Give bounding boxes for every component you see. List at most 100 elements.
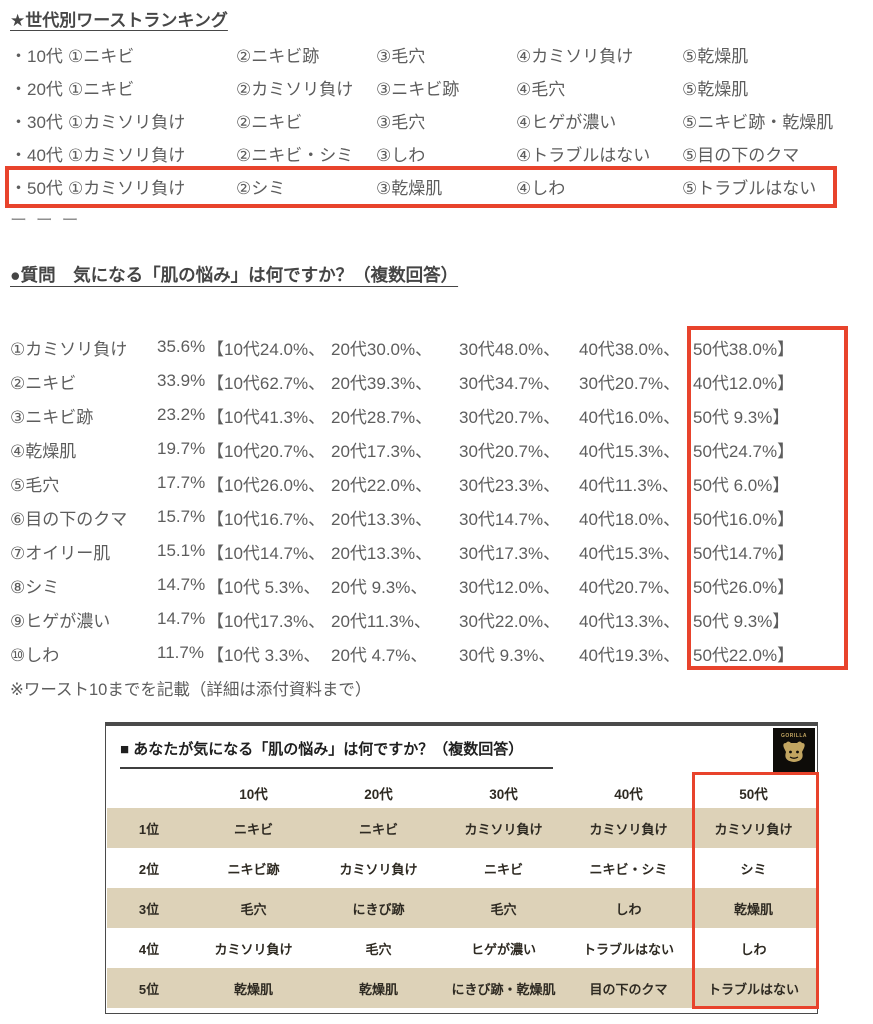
rank-3: ③しわ (376, 146, 426, 165)
table-cell: にきび跡 (316, 888, 441, 928)
rank-4: ④ヒゲが濃い (516, 113, 617, 132)
table-cell: カミソリ負け (566, 808, 691, 848)
rank-3: ③毛穴 (376, 113, 426, 132)
pct-10s: 【10代62.7%、 (207, 373, 326, 393)
item-label: ④乾燥肌 (10, 441, 77, 461)
pct-20s: 20代17.3%、 (331, 441, 433, 461)
pct-40s: 40代18.0%、 (579, 509, 681, 529)
rank-2: ②カミソリ負け (236, 80, 354, 99)
rank-2: ②ニキビ跡 (236, 47, 320, 66)
gorilla-icon (783, 741, 805, 762)
pct-50s: 50代16.0%】 (693, 509, 795, 529)
item-label: ⑧シミ (10, 577, 60, 597)
pct-40s: 40代13.3%、 (579, 611, 681, 631)
pct-20s: 20代11.3%、 (331, 611, 431, 631)
total-percent: 35.6% (157, 337, 206, 356)
pct-20s: 20代 9.3%、 (331, 577, 428, 597)
total-percent: 11.7% (157, 643, 204, 662)
age-label: ・20代 (10, 80, 63, 99)
item-label: ①カミソリ負け (10, 339, 128, 359)
total-percent: 33.9% (157, 371, 206, 390)
rank-1: ①ニキビ (68, 80, 135, 99)
survey-row: ⑧シミ 14.7% 【10代 5.3%、 20代 9.3%、 30代12.0%、 40代2… (10, 568, 860, 602)
table-cell: しわ (566, 888, 691, 928)
rank-4: ④毛穴 (516, 80, 566, 99)
pct-10s: 【10代16.7%、 (207, 509, 326, 529)
table-cell: トラブルはない (582, 941, 674, 957)
item-label: ⑨ヒゲが濃い (10, 611, 111, 631)
total-percent: 17.7% (157, 473, 206, 492)
rank-3: ③ニキビ跡 (376, 80, 460, 99)
table-cell: にきび跡・乾燥肌 (441, 968, 566, 1008)
row-header-rank5: 5位 (107, 968, 191, 1008)
table-cell: ニキビ跡 (227, 861, 280, 877)
total-percent: 19.7% (157, 439, 206, 458)
pct-30s: 30代 9.3%、 (459, 645, 556, 665)
table-cell: 乾燥肌 (191, 968, 316, 1008)
survey-row: ⑥目の下のクマ 15.7% 【10代16.7%、 20代13.3%、 30代14.7%、… (10, 500, 860, 534)
pct-30s: 30代20.7%、 (459, 441, 561, 461)
survey-row: ⑨ヒゲが濃い 14.7% 【10代17.3%、 20代11.3%、 30代22.0%、 4… (10, 602, 860, 636)
pct-40s: 40代16.0%、 (579, 407, 681, 427)
ranking-row-40s: ・40代 ①カミソリ負け ②ニキビ・シミ ③しわ ④トラブルはない ⑤目の下のクマ (10, 137, 855, 170)
table-cell: カミソリ負け (214, 941, 293, 957)
table-cell: 目の下のクマ (566, 968, 691, 1008)
footnote: ※ワースト10までを記載（詳細は添付資料まで） (10, 681, 372, 699)
rank-2: ②シミ (236, 179, 286, 198)
row-header-rank4: 4位 (138, 941, 160, 957)
survey-row: ⑤毛穴 17.7% 【10代26.0%、 20代22.0%、 30代23.3%、 40代1… (10, 466, 860, 500)
survey-row: ⑦オイリー肌 15.1% 【10代14.7%、 20代13.3%、 30代17.3%、 4… (10, 534, 860, 568)
pct-10s: 【10代 5.3%、 (207, 577, 321, 597)
table-cell: トラブルはない (691, 968, 816, 1008)
table-cell: シミ (740, 861, 767, 877)
total-percent: 15.1% (157, 541, 206, 560)
item-label: ⑩しわ (10, 645, 60, 665)
pct-50s: 50代 6.0%】 (693, 475, 790, 495)
col-header-20s: 20代 (364, 787, 393, 802)
survey-row: ④乾燥肌 19.7% 【10代20.7%、 20代17.3%、 30代20.7%、 40代… (10, 432, 860, 466)
pct-20s: 20代28.7%、 (331, 407, 433, 427)
survey-row: ⑩しわ 11.7% 【10代 3.3%、 20代 4.7%、 30代 9.3%、 40代1… (10, 636, 860, 670)
rank-1: ①カミソリ負け (68, 179, 186, 198)
pct-50s: 50代38.0%】 (693, 339, 795, 359)
pct-50s: 50代22.0%】 (693, 645, 795, 665)
rank-2: ②ニキビ (236, 113, 303, 132)
table-cell: ニキビ (191, 808, 316, 848)
table-title: ■ あなたが気になる「肌の悩み」は何ですか？（複数回答） (120, 738, 554, 769)
pct-10s: 【10代20.7%、 (207, 441, 326, 461)
pct-40s: 40代20.7%、 (579, 577, 681, 597)
pct-20s: 20代13.3%、 (331, 509, 433, 529)
table-cell: 毛穴 (365, 941, 392, 957)
logo-wordmark: GORILLA (781, 733, 807, 739)
total-percent: 14.7% (157, 609, 206, 628)
pct-20s: 20代30.0%、 (331, 339, 433, 359)
pct-50s: 50代 9.3%】 (693, 407, 790, 427)
pct-20s: 20代22.0%、 (331, 475, 433, 495)
survey-row: ③ニキビ跡 23.2% 【10代41.3%、 20代28.7%、 30代20.7%、 40… (10, 398, 860, 432)
rank-5: ⑤目の下のクマ (682, 146, 800, 165)
pct-50s: 40代12.0%】 (693, 373, 795, 393)
ranking-row-10s: ・10代 ①ニキビ ②ニキビ跡 ③毛穴 ④カミソリ負け ⑤乾燥肌 (10, 38, 855, 71)
pct-50s: 50代24.7%】 (693, 441, 795, 461)
generation-ranking-list: ・10代 ①ニキビ ②ニキビ跡 ③毛穴 ④カミソリ負け ⑤乾燥肌 ・20代 ①ニキビ ②カミソ… (10, 38, 855, 203)
rank-5: ⑤ニキビ跡・乾燥肌 (682, 113, 834, 132)
pct-30s: 30代20.7%、 (459, 407, 561, 427)
pct-10s: 【10代 3.3%、 (207, 645, 321, 665)
total-percent: 15.7% (157, 507, 206, 526)
table-cell: カミソリ負け (441, 808, 566, 848)
item-label: ⑦オイリー肌 (10, 543, 111, 563)
pct-40s: 40代19.3%、 (579, 645, 681, 665)
pct-10s: 【10代14.7%、 (207, 543, 326, 563)
age-label: ・30代 (10, 113, 63, 132)
pct-30s: 30代34.7%、 (459, 373, 561, 393)
table-cell: ニキビ (316, 808, 441, 848)
item-label: ⑥目の下のクマ (10, 509, 128, 529)
total-percent: 23.2% (157, 405, 206, 424)
rank-3: ③毛穴 (376, 47, 426, 66)
ranking-row-20s: ・20代 ①ニキビ ②カミソリ負け ③ニキビ跡 ④毛穴 ⑤乾燥肌 (10, 71, 855, 104)
table-cell: 毛穴 (441, 888, 566, 928)
pct-50s: 50代 9.3%】 (693, 611, 790, 631)
pct-40s: 40代15.3%、 (579, 543, 681, 563)
item-label: ②ニキビ (10, 373, 77, 393)
